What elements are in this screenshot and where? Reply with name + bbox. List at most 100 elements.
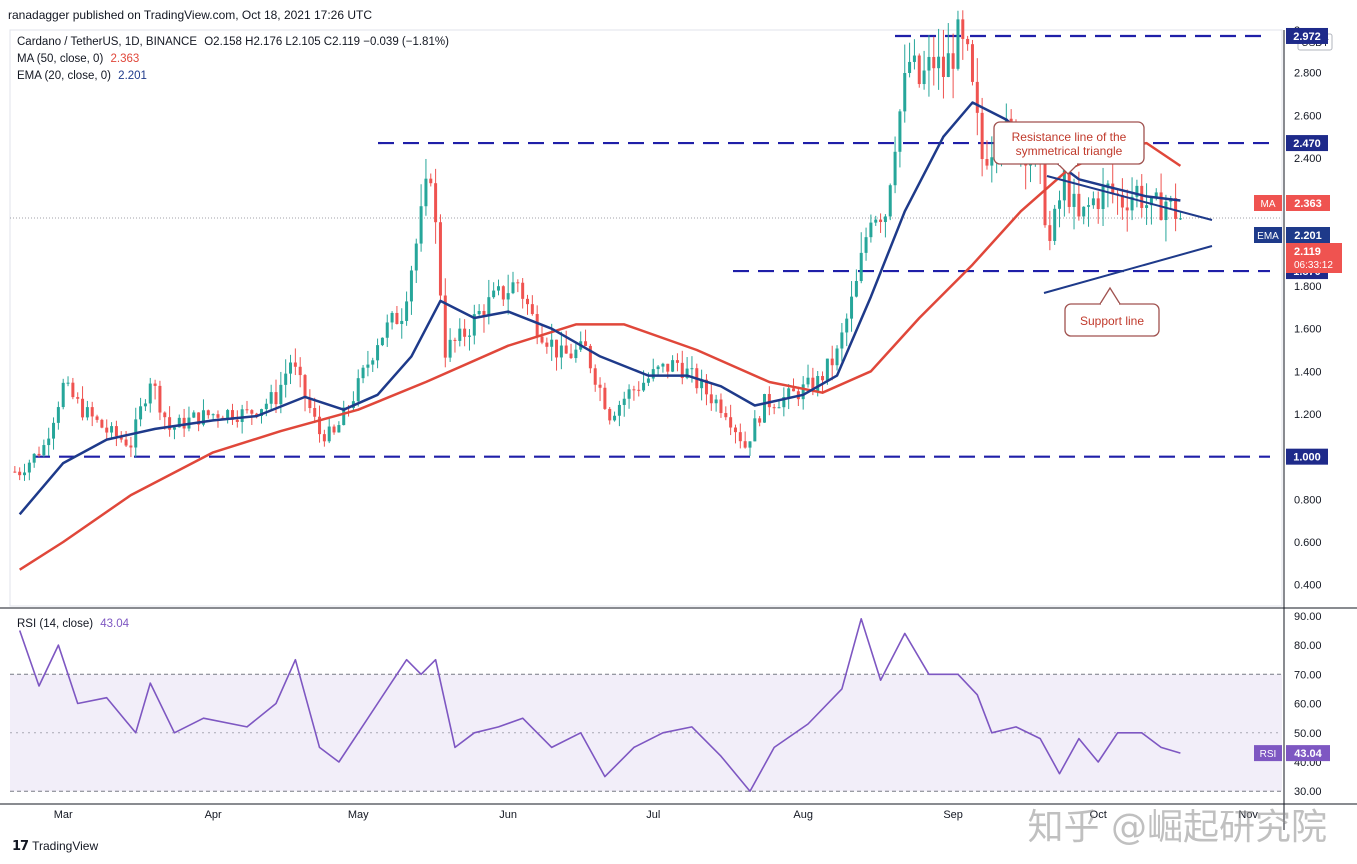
- candle: [632, 385, 636, 401]
- candle: [980, 97, 984, 177]
- candle: [908, 42, 912, 78]
- tradingview-logo-icon: 𝟭𝟳: [12, 838, 29, 853]
- candle: [61, 378, 65, 410]
- candle: [467, 329, 471, 351]
- candle-body: [540, 336, 544, 343]
- legend-rsi[interactable]: RSI (14, close) 43.04: [17, 618, 129, 630]
- candle: [932, 36, 936, 86]
- ema-badge-text: 2.201: [1294, 230, 1322, 242]
- candle-body: [946, 53, 950, 77]
- footer-brand[interactable]: 𝟭𝟳 TradingView: [12, 838, 98, 854]
- candle: [859, 232, 863, 284]
- candle: [400, 308, 404, 339]
- candle: [869, 214, 873, 243]
- candle-body: [632, 389, 636, 391]
- time-tick-label: Jul: [646, 809, 660, 821]
- candle: [704, 374, 708, 406]
- candle-body: [772, 407, 776, 409]
- level-badge-text: 1.000: [1293, 452, 1321, 464]
- candle-body: [201, 410, 205, 425]
- candle: [622, 391, 626, 417]
- candle: [584, 329, 588, 347]
- candle: [85, 400, 89, 421]
- time-tick-label: Jun: [499, 809, 517, 821]
- candle-body: [182, 417, 186, 429]
- candle-body: [700, 379, 704, 389]
- candle: [724, 406, 728, 421]
- candle: [434, 168, 438, 244]
- time-tick-label: Oct: [1090, 809, 1107, 821]
- legend-ma[interactable]: MA (50, close, 0) 2.363: [17, 53, 139, 65]
- candle: [240, 404, 244, 434]
- candle: [835, 345, 839, 371]
- candle-body: [922, 70, 926, 85]
- candle: [951, 33, 955, 99]
- candle-body: [840, 332, 844, 349]
- candle-body: [337, 425, 341, 433]
- candle-body: [845, 318, 849, 333]
- candle: [192, 410, 196, 419]
- candle-body: [177, 417, 181, 428]
- candle: [767, 386, 771, 416]
- candle: [564, 330, 568, 354]
- candle: [293, 348, 297, 376]
- candle: [37, 446, 41, 457]
- candle-body: [1101, 186, 1105, 210]
- candle: [743, 431, 747, 449]
- candle-body: [613, 415, 617, 421]
- legend-ema[interactable]: EMA (20, close, 0) 2.201: [17, 70, 147, 82]
- candle: [289, 354, 293, 385]
- candle-body: [714, 399, 718, 404]
- candle-body: [1154, 192, 1158, 198]
- candle-body: [666, 363, 670, 372]
- candle-body: [690, 368, 694, 370]
- rsi-tag: [1254, 745, 1282, 762]
- candle-body: [13, 471, 17, 473]
- legend-symbol[interactable]: Cardano / TetherUS, 1D, BINANCE O2.158 H…: [17, 36, 449, 48]
- candle: [1145, 183, 1149, 225]
- candle-body: [409, 270, 413, 302]
- candle-body: [380, 337, 384, 346]
- candle: [1111, 164, 1115, 204]
- candle-body: [680, 362, 684, 379]
- candle-body: [501, 286, 505, 300]
- candle-body: [27, 462, 31, 473]
- candle-body: [898, 111, 902, 152]
- candle-body: [37, 453, 41, 456]
- candle: [1120, 178, 1124, 220]
- candle: [409, 265, 413, 315]
- candle-body: [530, 304, 534, 315]
- candle: [787, 384, 791, 410]
- candle: [95, 414, 99, 423]
- candle: [661, 362, 665, 373]
- candle-body: [526, 298, 530, 305]
- candle: [656, 364, 660, 376]
- candle: [506, 274, 510, 315]
- candle: [429, 173, 433, 187]
- candle-body: [168, 417, 172, 430]
- candle-body: [758, 418, 762, 423]
- candle: [284, 359, 288, 398]
- level-badge: [1286, 448, 1328, 465]
- candle: [985, 140, 989, 170]
- candle: [226, 408, 230, 424]
- candle-body: [588, 345, 592, 369]
- candles: [13, 10, 1182, 481]
- candle: [792, 378, 796, 392]
- candle: [903, 44, 907, 123]
- ma-value: 2.363: [110, 53, 140, 65]
- candle-body: [787, 388, 791, 398]
- candle-body: [937, 56, 941, 69]
- candle-body: [419, 206, 423, 244]
- candle-body: [293, 362, 297, 367]
- rsi-tick-label: 30.00: [1294, 786, 1322, 798]
- support-line: [1043, 245, 1213, 294]
- candle-body: [467, 335, 471, 337]
- annotation-pointer: [1057, 163, 1079, 175]
- ema-tag-text: EMA: [1257, 231, 1279, 242]
- candle-body: [129, 445, 133, 448]
- candle: [187, 406, 191, 432]
- candle-body: [163, 412, 167, 418]
- candle: [477, 304, 481, 316]
